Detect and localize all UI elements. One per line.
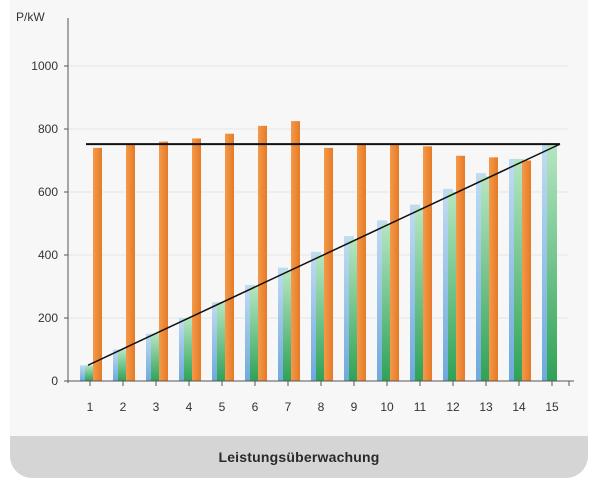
x-tick-label: 13	[479, 400, 493, 414]
x-tick-label: 15	[545, 400, 559, 414]
bar-green	[481, 176, 491, 381]
bar-green	[184, 318, 194, 381]
x-tick-label: 4	[186, 400, 193, 414]
y-tick-label: 0	[51, 374, 58, 388]
x-tick-label: 9	[351, 400, 358, 414]
bar-green	[514, 158, 524, 381]
bar-green	[547, 143, 557, 381]
bar-orange	[522, 160, 531, 381]
bars	[80, 121, 557, 381]
bar-orange	[159, 141, 168, 381]
x-tick-label: 7	[285, 400, 292, 414]
bar-orange	[93, 147, 102, 381]
bar-orange	[126, 144, 135, 381]
x-tick-label: 1	[87, 400, 94, 414]
bar-green	[151, 333, 161, 381]
y-tick-label: 200	[38, 311, 58, 325]
bar-green	[415, 207, 425, 381]
bar-green	[382, 223, 392, 381]
y-tick-label: 800	[38, 122, 58, 136]
y-axis-label: P/kW	[16, 10, 45, 24]
bar-green	[283, 270, 293, 381]
y-tick-label: 600	[38, 185, 58, 199]
bar-green	[217, 302, 227, 381]
x-tick-label: 6	[252, 400, 259, 414]
x-tick-label: 5	[219, 400, 226, 414]
bar-green	[118, 349, 128, 381]
bar-orange	[423, 146, 432, 381]
bar-orange	[357, 144, 366, 381]
reference-line-diagonal	[87, 143, 561, 366]
y-tick-label: 400	[38, 248, 58, 262]
x-tick-label: 11	[414, 400, 427, 414]
y-tick-label: 1000	[31, 59, 58, 73]
bar-orange	[324, 147, 333, 381]
x-tick-label: 10	[380, 400, 394, 414]
chart-footer-title: Leistungsüberwachung	[218, 449, 380, 465]
bar-orange	[390, 144, 399, 381]
chart-card: 0 200 400 600 800 1000 1 2 3 4 5 6 7 8 9 10 11 12 13 14 15 P…	[10, 0, 588, 478]
bar-green	[250, 286, 260, 381]
x-tick-label: 3	[153, 400, 160, 414]
bar-green	[448, 192, 458, 381]
bar-orange	[258, 125, 267, 381]
chart-footer: Leistungsüberwachung	[10, 436, 588, 478]
bar-orange	[489, 157, 498, 381]
bar-orange	[456, 155, 465, 381]
bar-orange	[192, 138, 201, 381]
bar-green	[349, 239, 359, 381]
x-tick-label: 8	[318, 400, 325, 414]
bar-green	[316, 255, 326, 381]
reference-lines	[86, 143, 561, 366]
bar-orange	[225, 133, 234, 381]
x-tick-label: 14	[512, 400, 526, 414]
x-tick-label: 2	[120, 400, 127, 414]
bar-orange	[291, 121, 300, 381]
x-tick-label: 12	[446, 400, 460, 414]
bar-green	[85, 365, 95, 381]
